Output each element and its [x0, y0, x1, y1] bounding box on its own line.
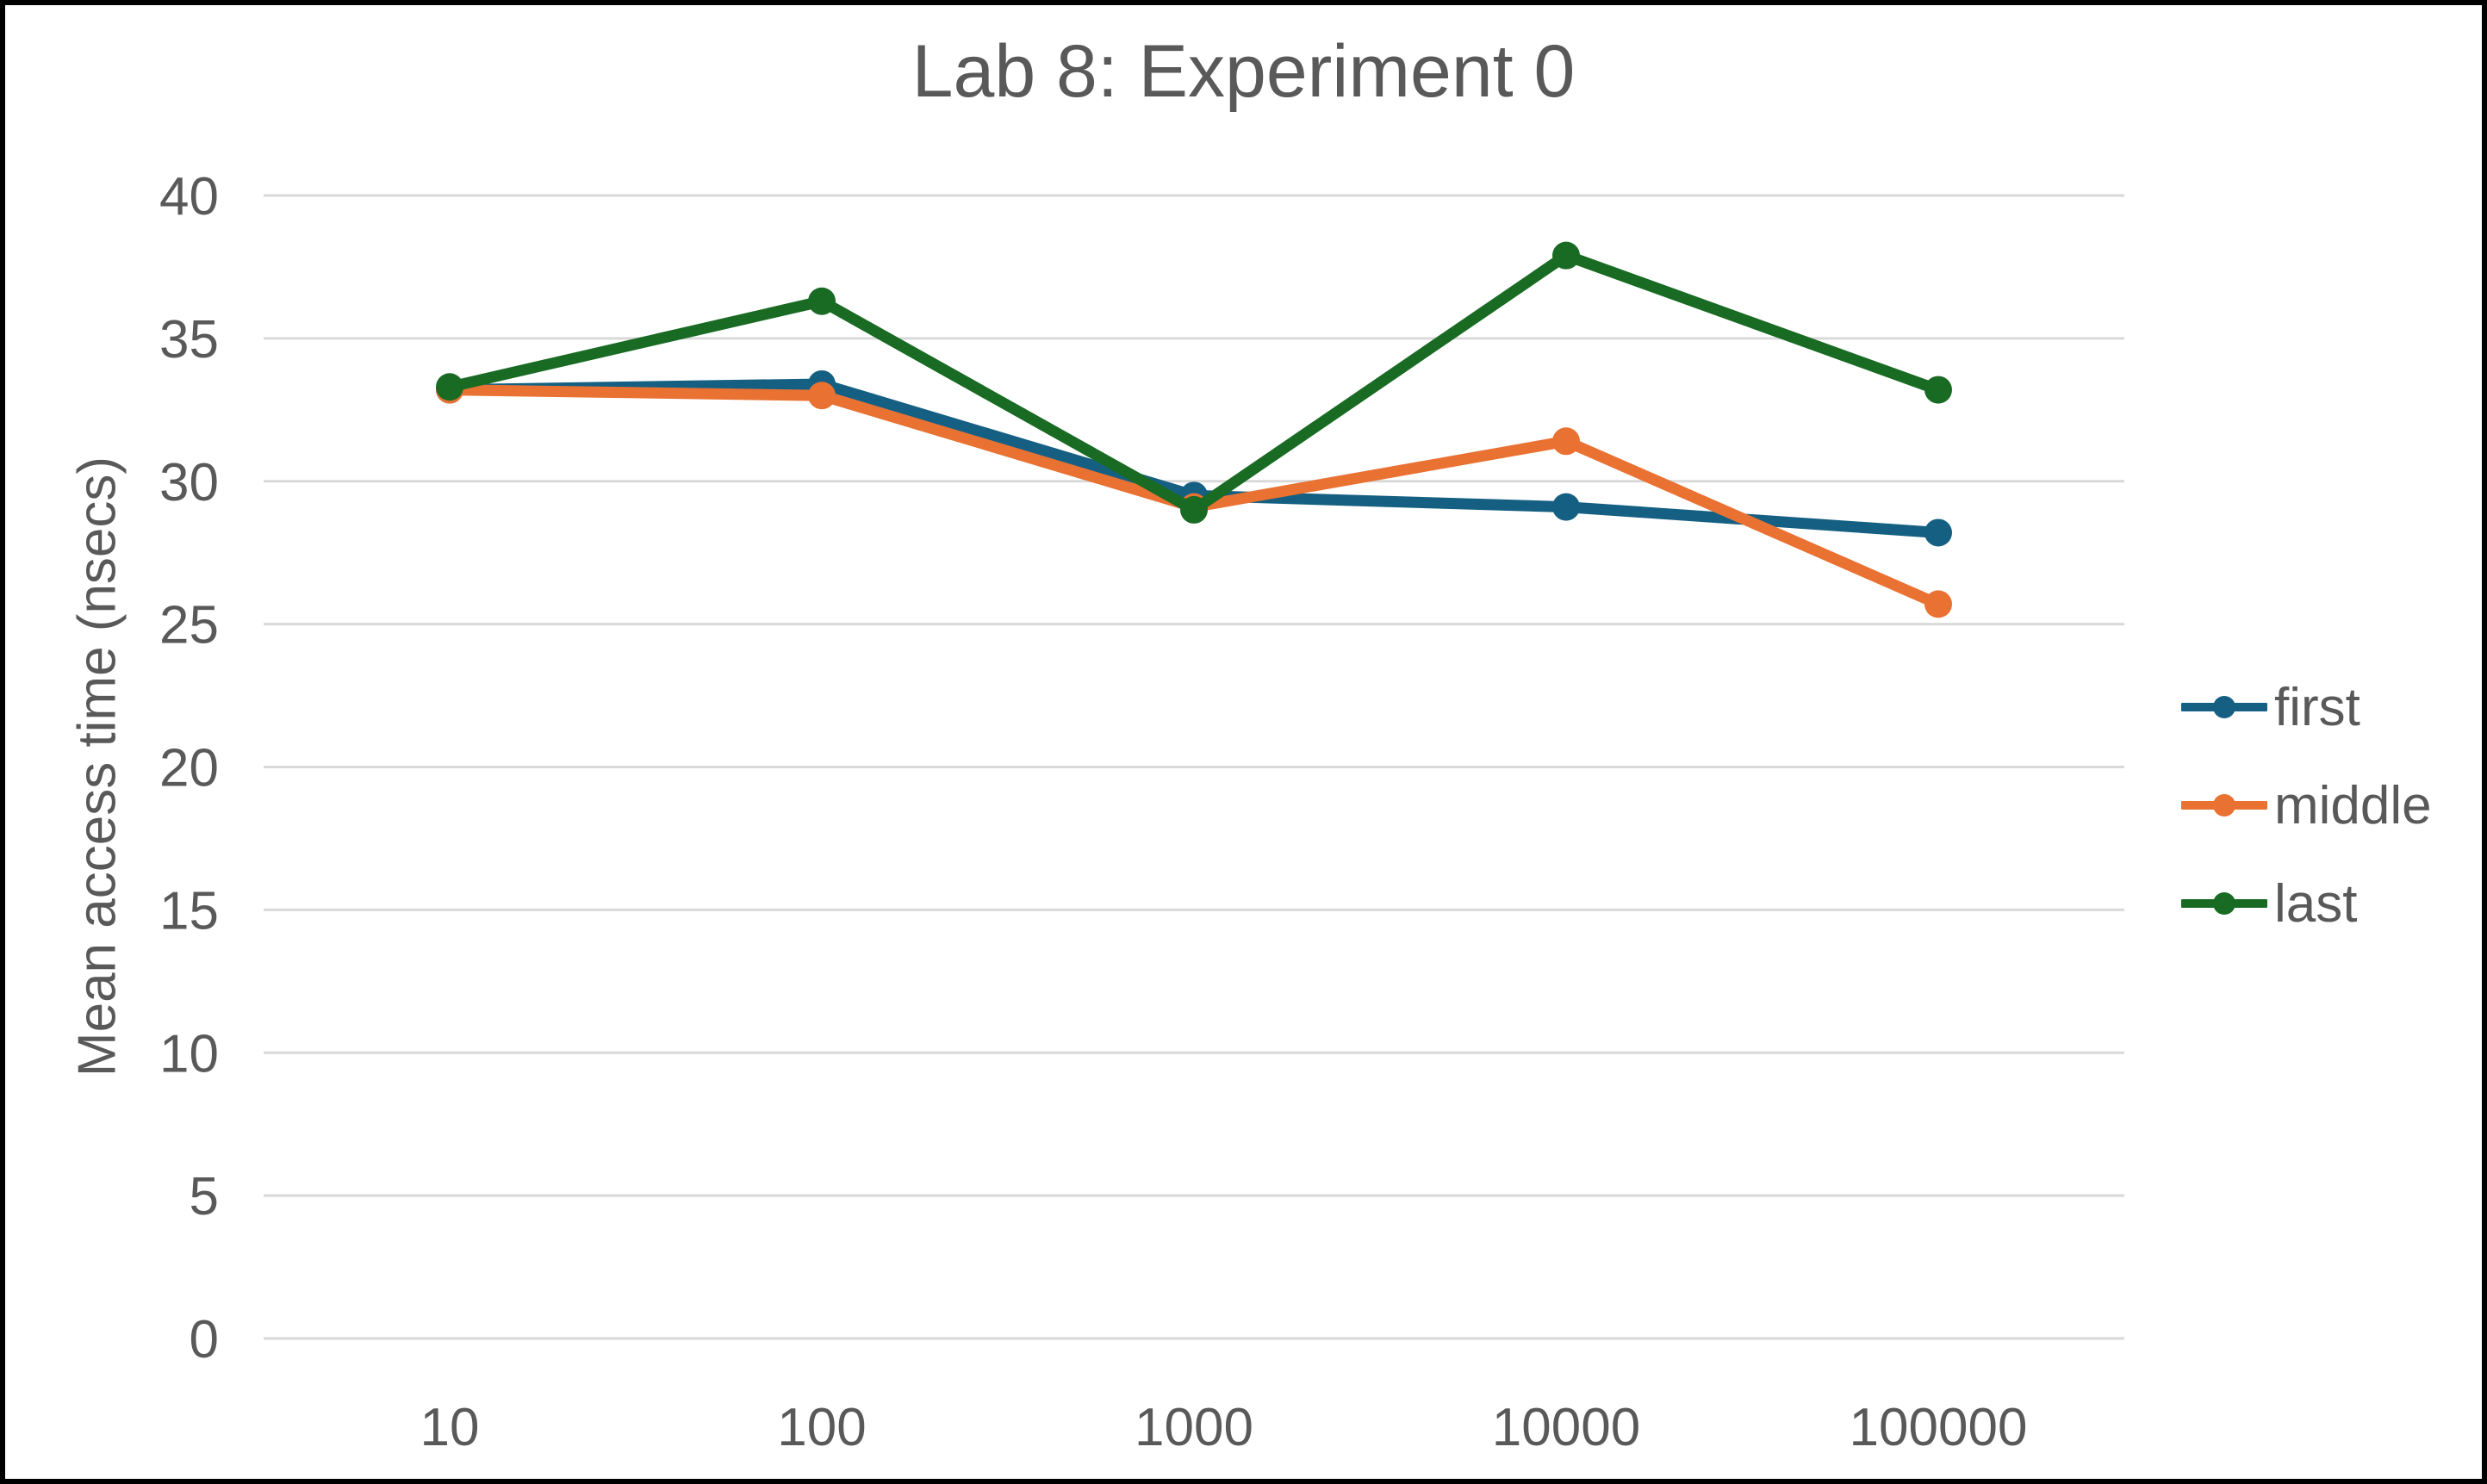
- x-axis-label: 10: [420, 1398, 480, 1457]
- data-point-first-10000: [1552, 493, 1580, 521]
- y-tick-label: 5: [190, 1167, 219, 1226]
- y-tick-label: 25: [159, 596, 219, 655]
- x-axis-label: 100000: [1850, 1398, 2028, 1457]
- data-point-last-100000: [1924, 376, 1952, 404]
- y-tick-label: 30: [159, 453, 219, 512]
- legend-label: first: [2274, 677, 2360, 737]
- y-tick-label: 35: [159, 310, 219, 369]
- x-axis-label: 10000: [1492, 1398, 1640, 1457]
- legend-label: middle: [2274, 775, 2432, 835]
- data-point-middle-10000: [1552, 427, 1580, 456]
- legend-label: last: [2274, 873, 2358, 934]
- legend-marker-icon: [2181, 794, 2267, 817]
- data-point-last-10: [436, 373, 463, 401]
- data-point-last-1000: [1180, 495, 1208, 524]
- legend-marker-icon: [2181, 696, 2267, 718]
- y-tick-label: 40: [159, 167, 219, 227]
- x-axis-label: 100: [777, 1398, 866, 1457]
- legend: first middle last: [2181, 677, 2432, 934]
- legend-item-last: last: [2181, 873, 2432, 934]
- legend-marker-icon: [2181, 892, 2267, 915]
- data-point-last-10000: [1552, 241, 1580, 270]
- chart-title: Lab 8: Experiment 0: [911, 30, 1576, 113]
- data-point-last-100: [808, 287, 836, 315]
- y-tick-label: 20: [159, 739, 219, 798]
- legend-item-middle: middle: [2181, 775, 2432, 835]
- x-axis-label: 1000: [1135, 1398, 1253, 1457]
- y-tick-label: 0: [190, 1310, 219, 1369]
- plot-area: 0 5 10 15 20 25 30 35 40 10 100 1000 10000 100000: [159, 167, 2124, 1457]
- data-point-middle-100000: [1924, 590, 1952, 618]
- data-point-middle-100: [808, 382, 836, 410]
- data-point-first-100000: [1924, 518, 1952, 547]
- legend-item-first: first: [2181, 677, 2432, 737]
- y-tick-label: 15: [159, 881, 219, 941]
- y-tick-label: 10: [159, 1024, 219, 1084]
